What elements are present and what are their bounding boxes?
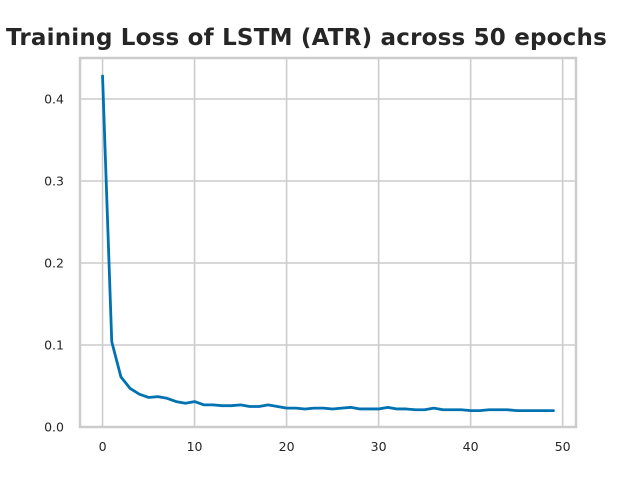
x-tick-label: 20: [279, 439, 295, 454]
x-tick-label: 0: [99, 439, 107, 454]
x-tick-label: 50: [555, 439, 571, 454]
y-tick-label: 0.4: [44, 92, 64, 107]
x-tick-label: 10: [187, 439, 203, 454]
y-tick-label: 0.0: [44, 420, 64, 435]
chart-title: Training Loss of LSTM (ATR) across 50 ep…: [6, 25, 607, 51]
y-tick-label: 0.1: [44, 338, 64, 353]
plot-background: [80, 58, 576, 427]
x-tick-label: 40: [463, 439, 479, 454]
loss-series-line: [101, 74, 555, 413]
y-tick-label: 0.2: [44, 256, 64, 271]
series-lines: [101, 74, 555, 413]
plot-frame: [78, 56, 578, 429]
x-tick-label: 30: [371, 439, 387, 454]
x-axis-ticks: 0 10 20 30 40 50: [99, 439, 571, 454]
y-axis-ticks: 0.0 0.1 0.2 0.3 0.4: [44, 92, 64, 435]
y-tick-label: 0.3: [44, 174, 64, 189]
